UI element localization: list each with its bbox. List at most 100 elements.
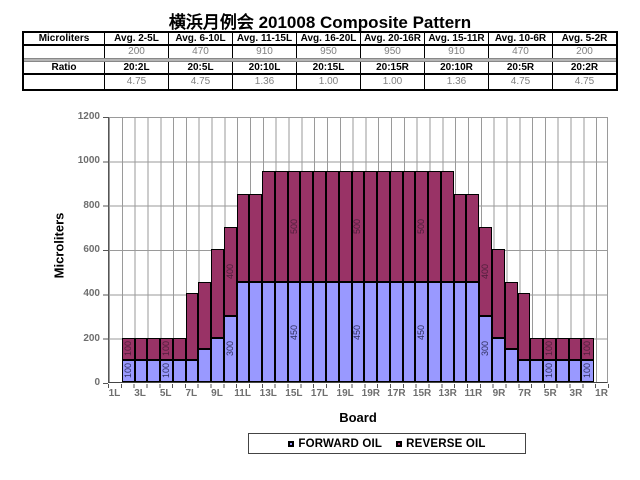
table-cell-ratio-value: 1.36 bbox=[232, 75, 296, 89]
forward-oil-segment: 100 bbox=[543, 359, 556, 382]
forward-oil-segment: 300 bbox=[479, 315, 492, 382]
table-cell-ratio-value: 1.00 bbox=[360, 75, 424, 89]
table-cell-avg-header: Avg. 15-11R bbox=[424, 33, 488, 46]
bar-series-container: 100 100 100 100 400 300 500 450 500 450 500 450 400 3… bbox=[109, 117, 607, 382]
table-cell-avg-value: 200 bbox=[104, 46, 168, 58]
bar-value-label: 100 bbox=[122, 341, 133, 357]
reverse-oil-segment bbox=[466, 193, 480, 283]
forward-oil-segment bbox=[491, 337, 505, 382]
bar-board-15L: 500 450 bbox=[287, 171, 301, 382]
legend-swatch-icon bbox=[396, 440, 403, 447]
bar-board-14R bbox=[428, 171, 441, 382]
x-tick-label: 7L bbox=[185, 388, 198, 399]
forward-oil-segment bbox=[300, 282, 314, 382]
bar-board-9R bbox=[491, 249, 505, 382]
forward-oil-segment bbox=[326, 282, 339, 382]
y-tick-label: 1000 bbox=[77, 155, 100, 167]
reverse-oil-segment bbox=[338, 171, 352, 283]
bar-board-10L: 400 300 bbox=[223, 226, 237, 382]
forward-oil-segment: 450 bbox=[415, 282, 429, 382]
forward-oil-segment bbox=[389, 282, 403, 382]
y-tick-label: 800 bbox=[83, 199, 100, 211]
table-cell-ratio-value: 1.00 bbox=[296, 75, 360, 89]
reverse-oil-segment bbox=[568, 337, 582, 360]
reverse-oil-segment bbox=[440, 171, 454, 283]
bar-board-14L bbox=[274, 171, 288, 382]
y-axis-ticks bbox=[103, 117, 108, 384]
x-tick-label: 3L bbox=[134, 388, 146, 399]
reverse-oil-segment: 500 bbox=[287, 171, 301, 283]
bar-board-8L bbox=[198, 282, 212, 382]
reverse-oil-segment bbox=[185, 293, 199, 360]
bar-board-20: 500 450 bbox=[351, 171, 365, 382]
reverse-oil-segment bbox=[377, 171, 390, 283]
bar-board-10R: 400 300 bbox=[479, 226, 492, 382]
bar-board-8R bbox=[504, 282, 518, 382]
table-cell-ratio-header: 20:15R bbox=[360, 62, 424, 75]
x-axis-title: Board bbox=[339, 410, 377, 425]
x-tick-label: 17R bbox=[387, 388, 406, 399]
table-cell-avg-value: 910 bbox=[232, 46, 296, 58]
bar-board-19L bbox=[338, 171, 352, 382]
reverse-oil-segment bbox=[364, 171, 378, 283]
reverse-oil-segment bbox=[274, 171, 288, 283]
bar-value-label: 500 bbox=[288, 219, 299, 235]
table-cell-avg-value: 470 bbox=[488, 46, 552, 58]
page-title: 横浜月例会 201008 Composite Pattern bbox=[168, 13, 472, 32]
table-separator-band bbox=[24, 58, 616, 62]
reverse-oil-segment bbox=[236, 193, 250, 283]
table-cell-ratio-value: 4.75 bbox=[552, 75, 616, 89]
chart-legend: FORWARD OIL REVERSE OIL bbox=[248, 433, 526, 454]
table-cell-avg-value: 950 bbox=[296, 46, 360, 58]
forward-oil-segment bbox=[134, 359, 148, 382]
bar-board-18R bbox=[377, 171, 390, 382]
bar-value-label: 100 bbox=[160, 363, 171, 379]
forward-oil-segment bbox=[364, 282, 378, 382]
table-header-ratio: Ratio bbox=[24, 62, 104, 75]
y-tick-label: 1200 bbox=[77, 111, 100, 122]
y-tick-label: 400 bbox=[83, 288, 100, 300]
bar-board-11L bbox=[236, 193, 250, 382]
reverse-oil-segment bbox=[262, 171, 275, 283]
reverse-oil-segment: 500 bbox=[415, 171, 429, 283]
bar-board-4L bbox=[147, 337, 161, 382]
reverse-oil-segment bbox=[313, 171, 327, 283]
reverse-oil-segment bbox=[428, 171, 441, 283]
bar-board-13R bbox=[440, 171, 454, 382]
x-axis-labels: 1L 3L 5L 7L 9L 11L 13L 15L 17L 19L 19R 17R 15R 13R 11R… bbox=[108, 389, 608, 401]
bar-value-label: 300 bbox=[224, 341, 235, 357]
forward-oil-segment bbox=[568, 359, 582, 382]
forward-oil-segment bbox=[504, 348, 518, 382]
reverse-oil-segment bbox=[211, 249, 224, 338]
x-tick-label: 19R bbox=[361, 388, 380, 399]
x-tick-label: 1L bbox=[108, 388, 121, 399]
x-tick-label: 7R bbox=[518, 388, 532, 399]
table-cell-avg-value: 200 bbox=[552, 46, 616, 58]
forward-oil-segment bbox=[211, 337, 224, 382]
table-cell-ratio-header: 20:2R bbox=[552, 62, 616, 75]
forward-oil-segment: 100 bbox=[121, 359, 135, 382]
legend-label: REVERSE OIL bbox=[406, 437, 486, 450]
table-cell-ratio-header: 20:5R bbox=[488, 62, 552, 75]
table-cell-ratio-value: 4.75 bbox=[488, 75, 552, 89]
legend-label: FORWARD OIL bbox=[298, 437, 383, 450]
reverse-oil-segment: 100 bbox=[160, 337, 173, 360]
bar-value-label: 450 bbox=[288, 324, 299, 340]
reverse-oil-segment bbox=[198, 282, 212, 349]
forward-oil-segment bbox=[555, 359, 569, 382]
bar-value-label: 400 bbox=[480, 263, 491, 279]
x-tick-label: 17L bbox=[310, 388, 329, 399]
bar-value-label: 400 bbox=[224, 263, 235, 279]
reverse-oil-segment bbox=[530, 337, 544, 360]
bar-board-7L bbox=[185, 293, 199, 382]
table-cell-empty bbox=[24, 46, 104, 58]
bar-board-12R bbox=[453, 193, 467, 382]
x-axis-ticks bbox=[108, 384, 609, 388]
table-cell-ratio-value: 1.36 bbox=[424, 75, 488, 89]
bar-value-label: 300 bbox=[480, 341, 491, 357]
bar-board-16R bbox=[402, 171, 416, 382]
bar-value-label: 500 bbox=[416, 219, 427, 235]
bar-board-17L bbox=[313, 171, 327, 382]
forward-oil-segment bbox=[313, 282, 327, 382]
